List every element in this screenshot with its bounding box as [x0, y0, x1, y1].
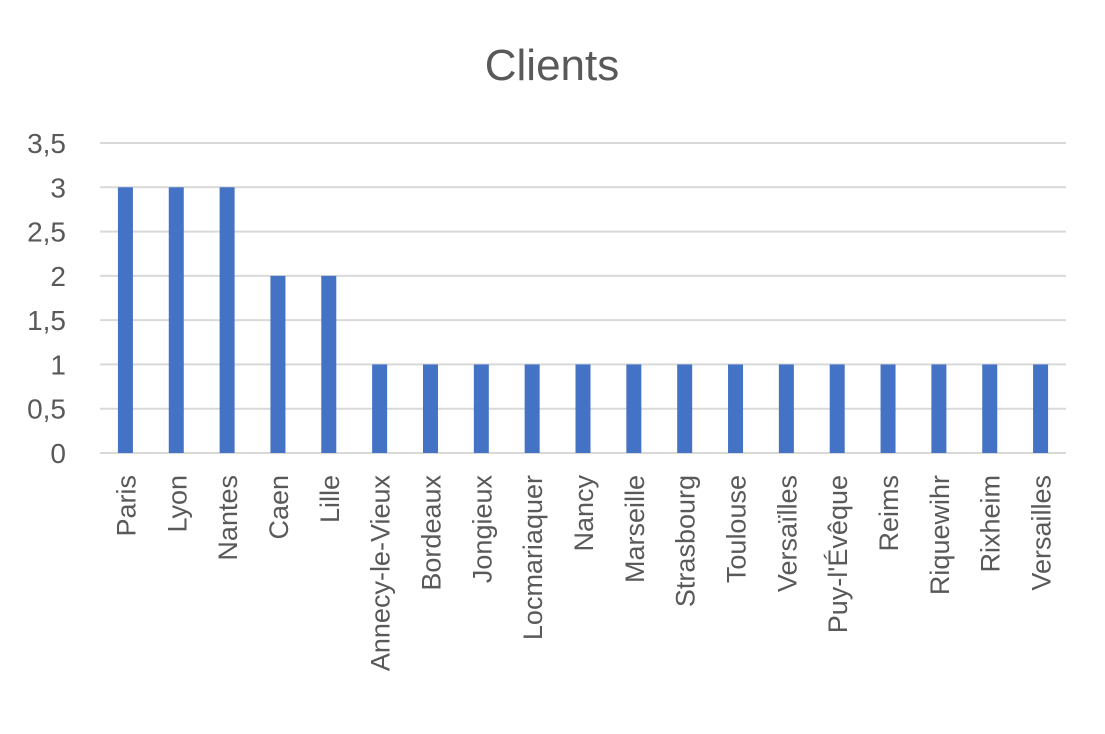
bar [117, 187, 133, 454]
bar [321, 275, 337, 453]
bar [524, 364, 540, 453]
chart-title: Clients [485, 41, 620, 90]
bar [168, 187, 184, 454]
x-tick-label: Puy-l'Évêque [823, 475, 853, 633]
x-axis: Paris Lyon Nantes Caen Lille Annecy-le-Vieux B… [111, 475, 1056, 672]
bar [677, 364, 693, 453]
x-tick-label: Annecy-le-Vieux [366, 475, 396, 672]
bar [473, 364, 489, 453]
bar [270, 275, 286, 453]
x-tick-label: Rixheim [976, 475, 1006, 573]
y-tick-label: 0 [50, 438, 66, 469]
bar [219, 187, 235, 454]
x-tick-label: Reims [874, 475, 904, 552]
y-tick-label: 3,5 [27, 128, 66, 159]
x-tick-label: Jongieux [467, 475, 497, 584]
y-tick-label: 2 [50, 261, 66, 292]
bar [829, 364, 845, 453]
y-axis: 0 0,5 1 1,5 2 2,5 3 3,5 [27, 128, 66, 469]
bar [575, 364, 591, 453]
bar [372, 364, 388, 453]
bar [931, 364, 947, 453]
x-tick-label: Caen [264, 475, 294, 540]
x-tick-label: Paris [111, 475, 141, 537]
x-tick-label: Bordeaux [416, 475, 446, 591]
x-tick-label: Nancy [569, 475, 599, 552]
bar [728, 364, 744, 453]
x-tick-label: Marseille [620, 475, 650, 583]
bar [880, 364, 896, 453]
y-tick-label: 3 [50, 172, 66, 203]
x-tick-label: Nantes [213, 475, 243, 561]
x-tick-label: Riquewihr [925, 475, 955, 595]
x-tick-label: Lyon [162, 475, 192, 533]
y-tick-label: 1 [50, 349, 66, 380]
bars [117, 187, 1049, 454]
x-tick-label: Versailles [1027, 475, 1057, 591]
x-tick-label: Versaïlles [772, 475, 802, 592]
bar [1033, 364, 1049, 453]
bar [778, 364, 794, 453]
bar [626, 364, 642, 453]
y-tick-label: 1,5 [27, 305, 66, 336]
x-tick-label: Locmariaquer [518, 475, 548, 640]
x-tick-label: Strasbourg [671, 475, 701, 607]
x-tick-label: Toulouse [722, 475, 752, 583]
x-tick-label: Lille [315, 475, 345, 523]
y-tick-label: 2,5 [27, 217, 66, 248]
bar [982, 364, 998, 453]
y-tick-label: 0,5 [27, 394, 66, 425]
bar [422, 364, 438, 453]
